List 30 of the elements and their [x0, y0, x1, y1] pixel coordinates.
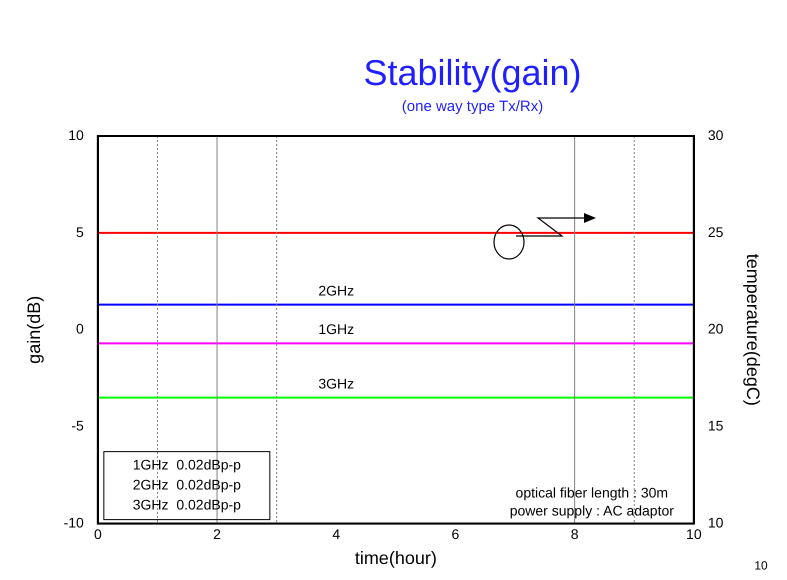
x-tick-label: 10: [686, 526, 702, 542]
chart-subtitle: (one way type Tx/Rx): [400, 98, 544, 115]
x-axis-title: time(hour): [354, 548, 437, 568]
x-tick-label: 2: [213, 526, 222, 542]
y2-tick-label: 25: [708, 224, 724, 240]
chart-title: Stability(gain): [362, 52, 583, 94]
annotation: optical fiber length : 30m: [516, 484, 668, 500]
y-tick-label: -5: [71, 418, 84, 434]
text: 10: [754, 558, 768, 572]
y-tick-label: -10: [64, 514, 84, 530]
y2-tick-label: 10: [708, 514, 724, 530]
y2-tick-label: 15: [708, 418, 724, 434]
series-label: 1GHz: [318, 321, 354, 338]
y2-tick-label: 20: [708, 320, 724, 337]
y-tick-label: 0: [76, 320, 84, 337]
y2-axis-title: temperature(degC): [743, 254, 764, 406]
y2-tick-label: 30: [708, 126, 724, 143]
annotation: power supply : AC adaptor: [510, 502, 674, 518]
series-label: 2GHz: [318, 282, 354, 298]
x-tick-label: 6: [452, 526, 460, 542]
series-label: 3GHz: [318, 375, 354, 392]
x-tick-label: 8: [570, 526, 579, 542]
y-tick-label: 10: [68, 126, 84, 143]
x-tick-label: 0: [94, 526, 102, 542]
x-tick-label: 4: [332, 526, 340, 542]
annotation: 2GHz 0.02dBp-p: [132, 476, 242, 492]
y-axis-title: gain(dB): [24, 296, 44, 364]
y-tick-label: 5: [76, 224, 84, 240]
annotation: 1GHz 0.02dBp-p: [132, 456, 242, 472]
annotation: 3GHz 0.02dBp-p: [132, 496, 242, 512]
